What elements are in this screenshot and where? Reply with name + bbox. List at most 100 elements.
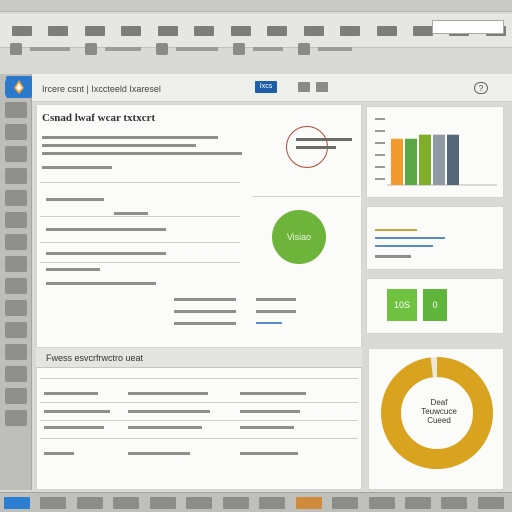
window-titlebar	[0, 0, 512, 12]
list-cell	[240, 452, 298, 455]
taskbar-start-icon[interactable]	[4, 497, 30, 509]
list-cell	[44, 426, 104, 429]
rail-item[interactable]	[4, 212, 27, 228]
toolbar-button[interactable]	[376, 25, 397, 36]
donut-center-label: Deaf Teuwcuce Cueed	[414, 398, 464, 425]
taskbar-item[interactable]	[477, 497, 504, 509]
activity-widget	[366, 206, 504, 270]
rail-item[interactable]	[4, 146, 27, 162]
divider	[40, 182, 240, 183]
app-logo-icon	[6, 76, 32, 98]
gauge-label	[296, 138, 352, 141]
rail-item[interactable]	[4, 388, 27, 404]
app-toolbar	[0, 14, 512, 55]
toolbar-label	[105, 46, 142, 51]
toolbar-button[interactable]	[12, 25, 32, 36]
donut-label-line: Deaf	[430, 398, 448, 407]
toolbar-icon[interactable]	[84, 42, 97, 55]
taskbar-item[interactable]	[404, 497, 431, 509]
status-block[interactable]: 0	[423, 289, 447, 321]
header-icon[interactable]	[316, 82, 328, 92]
taskbar-item[interactable]	[368, 497, 395, 509]
rail-item[interactable]	[4, 190, 27, 206]
status-block[interactable]: 10S	[387, 289, 417, 321]
chart-bar	[433, 134, 445, 185]
table-cell	[174, 298, 236, 301]
taskbar-item[interactable]	[295, 497, 322, 509]
divider	[40, 402, 358, 403]
rail-item[interactable]	[4, 168, 27, 184]
toolbar-button[interactable]	[340, 25, 361, 36]
taskbar-item[interactable]	[441, 497, 468, 509]
chart-bar	[419, 134, 431, 185]
form-label	[46, 228, 166, 231]
taskbar-item[interactable]	[113, 497, 140, 509]
donut-arc	[381, 357, 493, 469]
toolbar-button[interactable]	[121, 25, 142, 36]
primary-action-button[interactable]: Ixcs	[255, 81, 277, 93]
list-cell	[128, 426, 202, 429]
activity-line	[375, 237, 445, 239]
table-cell	[174, 310, 236, 313]
taskbar-item[interactable]	[259, 497, 286, 509]
toolbar-label	[30, 46, 71, 51]
divider	[40, 420, 358, 421]
taskbar-item[interactable]	[332, 497, 359, 509]
form-label	[46, 268, 100, 271]
list-cell	[44, 392, 98, 395]
mini-chart	[375, 118, 497, 186]
taskbar-item[interactable]	[76, 497, 103, 509]
divider	[40, 262, 240, 263]
data-list-header	[36, 348, 362, 368]
toolbar-button[interactable]	[84, 25, 105, 36]
toolbar-button[interactable]	[412, 25, 433, 36]
list-cell	[128, 452, 190, 455]
rail-item[interactable]	[4, 124, 27, 140]
taskbar-item[interactable]	[40, 497, 67, 509]
toolbar-button[interactable]	[157, 25, 178, 36]
help-icon[interactable]: ?	[474, 82, 488, 94]
toolbar-row-bottom	[6, 40, 358, 58]
list-cell	[128, 410, 210, 413]
list-cell	[44, 452, 74, 455]
toolbar-button[interactable]	[230, 25, 251, 36]
rail-item[interactable]	[4, 366, 27, 382]
rail-item[interactable]	[4, 410, 27, 426]
rail-item[interactable]	[4, 344, 27, 360]
taskbar-item[interactable]	[222, 497, 249, 509]
list-cell	[240, 410, 300, 413]
toolbar-icon[interactable]	[297, 42, 310, 55]
status-widget: 10S 0	[366, 278, 504, 334]
header-icon[interactable]	[298, 82, 310, 92]
rail-item[interactable]	[4, 256, 27, 272]
page-title: Csnad lwaf wcar txtxcrt	[42, 112, 156, 124]
taskbar-item[interactable]	[149, 497, 176, 509]
toolbar-label	[318, 46, 353, 51]
toolbar-button[interactable]	[48, 25, 69, 36]
rail-item[interactable]	[4, 278, 27, 294]
activity-line	[375, 245, 433, 247]
table-cell	[256, 310, 296, 313]
list-cell	[128, 392, 208, 395]
rail-item[interactable]	[4, 234, 27, 250]
divider	[40, 438, 358, 439]
rail-item[interactable]	[4, 300, 27, 316]
chart-bar	[447, 134, 459, 185]
rail-item[interactable]	[4, 102, 27, 118]
toolbar-button[interactable]	[267, 25, 288, 36]
toolbar-button[interactable]	[194, 25, 215, 36]
toolbar-icon[interactable]	[155, 42, 168, 55]
table-link[interactable]	[256, 322, 282, 324]
taskbar	[0, 492, 512, 512]
toolbar-icon[interactable]	[10, 42, 22, 55]
toolbar-icon[interactable]	[232, 42, 245, 55]
taskbar-item[interactable]	[186, 497, 213, 509]
data-list-panel	[36, 348, 362, 490]
description-line	[42, 136, 218, 139]
rail-item[interactable]	[4, 322, 27, 338]
left-nav-rail	[0, 74, 32, 490]
form-label	[46, 252, 166, 255]
toolbar-button[interactable]	[303, 25, 324, 36]
search-input[interactable]	[432, 20, 504, 34]
divider	[252, 196, 360, 197]
